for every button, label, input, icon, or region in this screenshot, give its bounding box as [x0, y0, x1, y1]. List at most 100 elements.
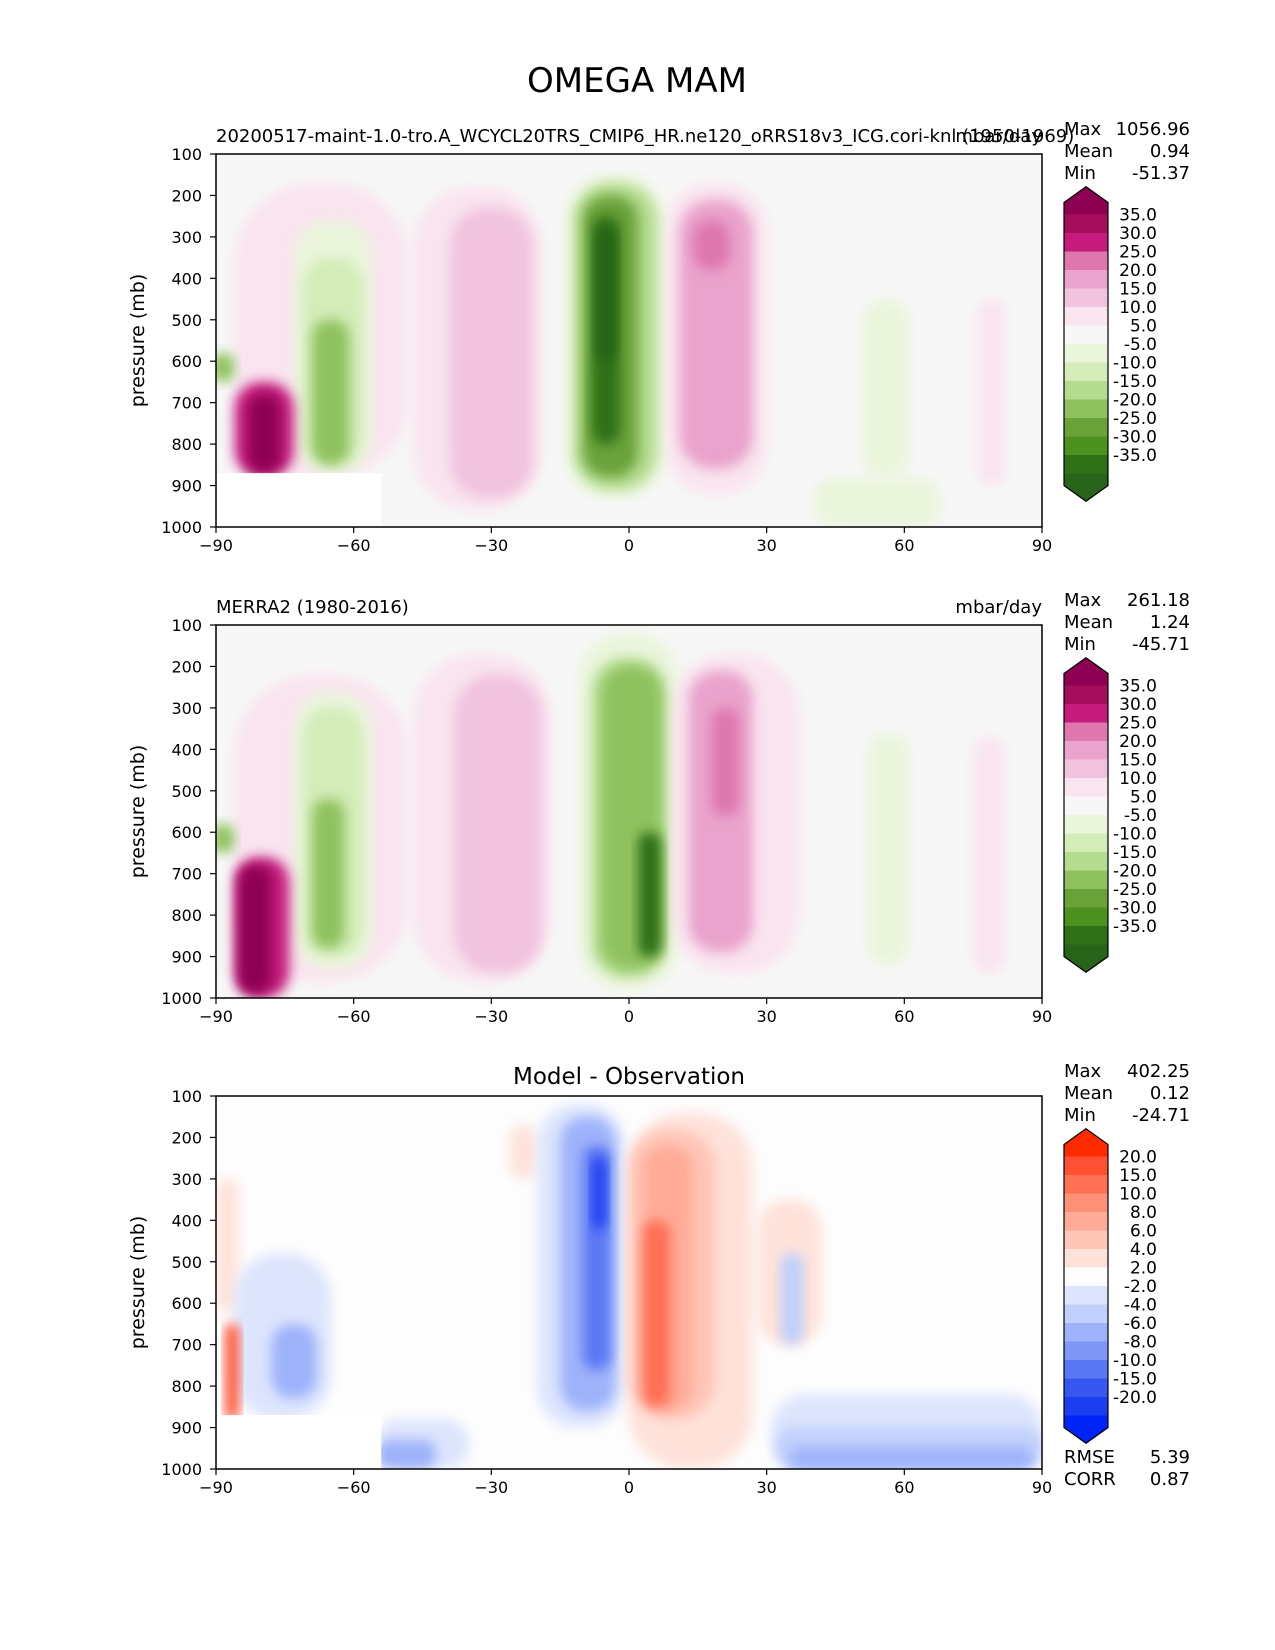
y-tick-label: 900	[171, 1419, 202, 1438]
colorbar-label: -6.0	[1124, 1314, 1157, 1334]
panel-units: mbar/day	[955, 597, 1042, 618]
colorbar-extend-max	[1064, 186, 1108, 215]
y-tick-label: 500	[171, 1253, 202, 1272]
colorbar-label: 35.0	[1119, 677, 1157, 697]
y-tick-label: 300	[171, 699, 202, 718]
colorbar-swatch	[1064, 436, 1108, 456]
colorbar-label: 15.0	[1119, 1166, 1157, 1186]
colorbar-label: -10.0	[1113, 1351, 1157, 1371]
x-tick-label: 60	[894, 1007, 914, 1026]
contour-pos-8	[454, 674, 542, 974]
y-tick-label: 500	[171, 782, 202, 801]
panel-units: mbar/day	[955, 126, 1042, 147]
colorbar-swatch	[1064, 418, 1108, 437]
panel-title: Model - Observation	[513, 1064, 745, 1090]
contour-field	[216, 1104, 1042, 1469]
contour-pos-9	[450, 207, 533, 498]
colorbar-label: 10.0	[1119, 769, 1157, 789]
colorbar-label: -10.0	[1113, 825, 1157, 845]
missing-data-mask	[216, 473, 382, 527]
colorbar-label: -35.0	[1113, 446, 1157, 466]
contour-pos-17	[642, 1220, 671, 1407]
colorbar-swatch	[1064, 1378, 1108, 1398]
stat-value: 0.94	[1150, 141, 1190, 162]
y-tick-label: 900	[171, 477, 202, 496]
contour-pos-6	[973, 736, 1006, 974]
y-tick-label: 1000	[161, 518, 202, 537]
x-tick-label: −30	[474, 1007, 508, 1026]
colorbar-swatch	[1064, 1267, 1108, 1287]
colorbar-swatch	[1064, 833, 1108, 853]
y-tick-label: 800	[171, 1377, 202, 1396]
figure-title: OMEGA MAM	[527, 61, 747, 101]
colorbar-swatch	[1064, 1230, 1108, 1250]
colorbar-label: 6.0	[1130, 1222, 1157, 1242]
stat-value: 261.18	[1127, 590, 1190, 611]
y-axis-label: pressure (mb)	[127, 745, 149, 879]
stat-value: 0.12	[1150, 1083, 1190, 1104]
colorbar-swatch	[1064, 722, 1108, 742]
colorbar-label: 20.0	[1119, 732, 1157, 752]
colorbar-extend-min	[1064, 473, 1108, 502]
metric-value: 5.39	[1150, 1447, 1190, 1468]
colorbar-swatch	[1064, 870, 1108, 890]
stat-label: Min	[1064, 634, 1096, 655]
colorbar-label: -10.0	[1113, 354, 1157, 374]
contour-neg-10	[780, 1253, 804, 1345]
contour-field	[216, 174, 1006, 527]
x-tick-label: 60	[894, 1478, 914, 1497]
x-tick-label: −90	[199, 1007, 233, 1026]
contour-neg-13	[312, 319, 350, 465]
stat-label: Max	[1064, 590, 1102, 611]
colorbar-swatch	[1064, 233, 1108, 252]
colorbar-label: 30.0	[1119, 695, 1157, 715]
colorbar-swatch	[1064, 815, 1108, 834]
colorbar-label: 2.0	[1130, 1259, 1157, 1279]
colorbar-outline	[1063, 1128, 1109, 1444]
colorbar-swatch	[1064, 685, 1108, 705]
colorbar-label: -25.0	[1113, 409, 1157, 429]
contour-neg-12	[216, 352, 235, 382]
stat-value: 402.25	[1127, 1061, 1190, 1082]
colorbar-swatch	[1064, 1249, 1108, 1268]
colorbar-swatch	[1064, 1304, 1108, 1324]
panel-subtitle: MERRA2 (1980-2016)	[216, 597, 409, 618]
stat-value: -45.71	[1132, 634, 1190, 655]
x-tick-label: −90	[199, 536, 233, 555]
stat-label: Max	[1064, 119, 1102, 140]
contour-pos-16	[238, 865, 272, 994]
y-tick-label: 400	[171, 269, 202, 288]
colorbar-swatch	[1064, 288, 1108, 308]
colorbar-swatch	[1064, 1397, 1108, 1416]
y-tick-label: 400	[171, 1211, 202, 1230]
colorbar-extend-min	[1064, 944, 1108, 973]
colorbar-label: 20.0	[1119, 261, 1157, 281]
stat-label: Mean	[1064, 141, 1113, 162]
colorbar-label: -20.0	[1113, 1388, 1157, 1408]
y-tick-label: 1000	[161, 989, 202, 1008]
y-tick-label: 500	[171, 311, 202, 330]
x-tick-label: −90	[199, 1478, 233, 1497]
x-tick-label: −60	[337, 1007, 371, 1026]
colorbar-label: 5.0	[1130, 317, 1157, 337]
colorbar-swatch	[1064, 852, 1108, 871]
colorbar-extend-max	[1064, 1128, 1108, 1157]
colorbar-label: -20.0	[1113, 862, 1157, 882]
colorbar-label: 30.0	[1119, 224, 1157, 244]
colorbar-swatch	[1064, 1286, 1108, 1305]
contour-neg-12	[376, 1439, 437, 1469]
y-tick-label: 100	[171, 1087, 202, 1106]
contour-pos-17	[248, 394, 281, 474]
contour-neg-6	[863, 299, 909, 478]
contour-neg-19	[596, 228, 616, 362]
colorbar-swatch	[1064, 307, 1108, 326]
colorbar: 35.030.025.020.015.010.05.0-5.0-10.0-15.…	[1063, 657, 1157, 973]
y-axis-label: pressure (mb)	[127, 274, 149, 408]
colorbar-label: -20.0	[1113, 391, 1157, 411]
colorbar-swatch	[1064, 1193, 1108, 1213]
y-tick-label: 800	[171, 435, 202, 454]
colorbar-swatch	[1064, 759, 1108, 779]
x-tick-label: 0	[624, 536, 634, 555]
